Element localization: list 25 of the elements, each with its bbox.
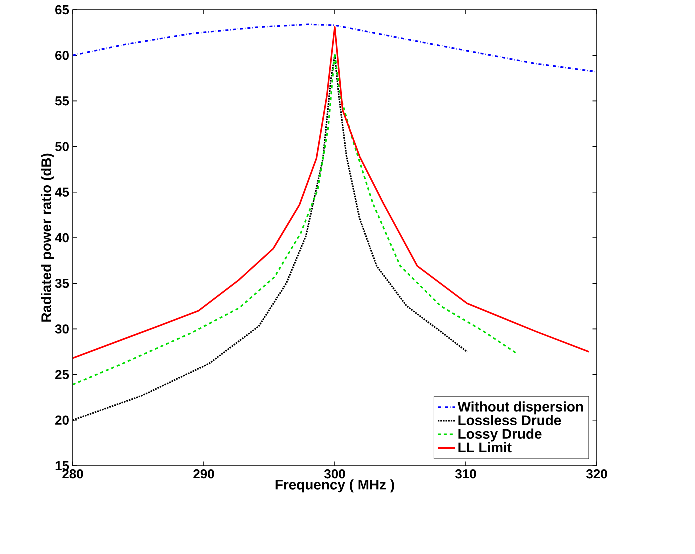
- y-tick-label: 60: [56, 51, 69, 60]
- legend-label: LL Limit: [458, 442, 512, 453]
- x-tick-label: 300: [324, 470, 346, 479]
- y-tick-label: 35: [55, 279, 70, 288]
- x-tick-label: 290: [194, 470, 214, 479]
- y-tick-label: 15: [56, 461, 70, 471]
- y-tick-label: 20: [56, 416, 69, 425]
- y-tick-label: 30: [55, 324, 69, 334]
- y-tick-label: 50: [55, 142, 69, 152]
- line-series: [73, 52, 517, 386]
- line-series: [73, 26, 590, 360]
- y-tick-label: 65: [56, 5, 70, 15]
- y-tick-label: 55: [55, 96, 70, 106]
- y-tick-label: 40: [55, 233, 69, 243]
- legend-label: Lossy Drude: [458, 428, 542, 442]
- y-tick-label: 25: [56, 370, 70, 380]
- x-axis-title: Frequency ( MHz ): [276, 480, 394, 493]
- line-series: [73, 24, 598, 73]
- x-tick-label: 280: [62, 470, 84, 479]
- x-tick-label: 310: [456, 470, 476, 479]
- y-axis-title: Radiated power ratio (dB): [41, 154, 54, 322]
- legend-label: Lossless Drude: [458, 415, 562, 426]
- y-tick-label: 45: [55, 188, 70, 197]
- x-tick-label: 320: [586, 470, 608, 479]
- legend-label: Without dispersion: [458, 402, 584, 415]
